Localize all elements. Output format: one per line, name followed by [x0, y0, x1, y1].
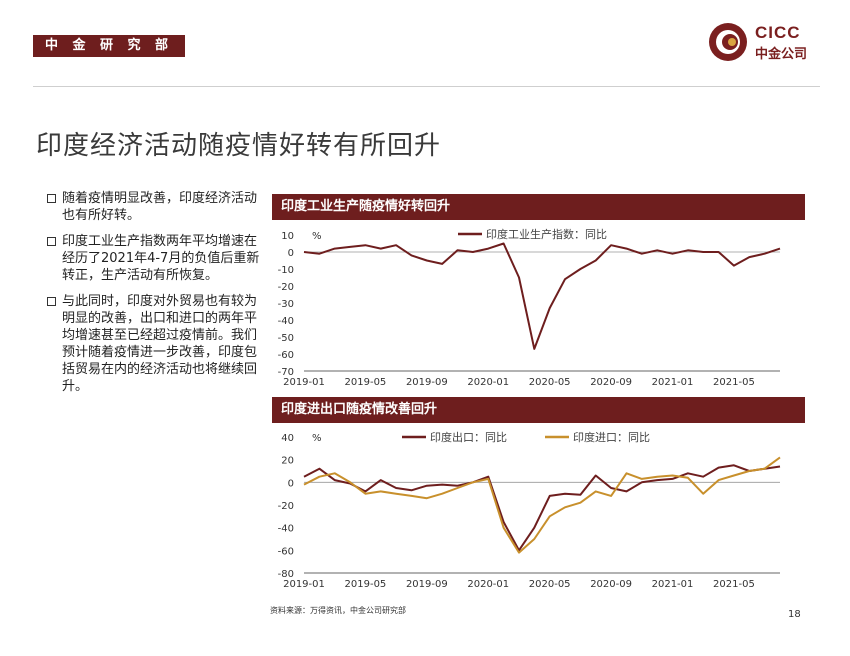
x-tick-label: 2020-05 [529, 579, 571, 590]
unit-label: % [312, 433, 322, 444]
square-bullet-icon [47, 237, 56, 246]
header-divider [33, 86, 820, 87]
source-note: 资料来源：万得资讯，中金公司研究部 [270, 606, 406, 615]
x-tick-label: 2021-05 [713, 579, 755, 590]
x-tick-label: 2021-05 [713, 377, 755, 388]
y-tick-label: 20 [281, 456, 294, 467]
x-tick-label: 2021-01 [652, 377, 694, 388]
x-tick-label: 2020-09 [590, 377, 632, 388]
y-tick-label: -70 [278, 367, 294, 378]
x-tick-label: 2020-01 [467, 377, 509, 388]
y-tick-label: -60 [278, 546, 294, 557]
y-tick-label: 40 [281, 433, 294, 444]
x-tick-label: 2021-01 [652, 579, 694, 590]
square-bullet-icon [47, 297, 56, 306]
series-line-2 [303, 456, 781, 554]
unit-label: % [312, 231, 322, 242]
bullet-text: 随着疫情明显改善，印度经济活动也有所好转。 [62, 191, 258, 223]
y-tick-label: 10 [281, 231, 294, 242]
x-tick-label: 2019-05 [345, 377, 387, 388]
y-tick-label: -80 [278, 569, 294, 580]
bullet-item: 印度工业生产指数两年平均增速在经历了2021年4-7月的负值后重新转正，生产活动… [46, 233, 266, 284]
cicc-logo-icon [709, 23, 747, 61]
series-line-1 [303, 242, 781, 350]
chart-panel-title-trade: 印度进出口随疫情改善回升 [272, 397, 805, 423]
logo-text-en: CICC [755, 23, 801, 42]
y-tick-label: -40 [278, 524, 294, 535]
x-tick-label: 2020-01 [467, 579, 509, 590]
legend-label-1: 印度出口：同比 [430, 430, 507, 444]
page-number: 18 [788, 609, 801, 620]
y-tick-label: 0 [288, 248, 294, 259]
page-title: 印度经济活动随疫情好转有所回升 [36, 131, 442, 161]
y-tick-label: -20 [278, 501, 294, 512]
x-tick-label: 2019-01 [283, 579, 325, 590]
bullet-list: 随着疫情明显改善，印度经济活动也有所好转。 印度工业生产指数两年平均增速在经历了… [46, 190, 266, 404]
bullet-item: 随着疫情明显改善，印度经济活动也有所好转。 [46, 190, 266, 224]
legend-label-1: 印度工业生产指数：同比 [486, 227, 607, 241]
bullet-text: 与此同时，印度对外贸易也有较为明显的改善，出口和进口的两年平均增速甚至已经超过疫… [62, 294, 258, 394]
department-label: 中 金 研 究 部 [33, 35, 185, 57]
chart-panel-title-industrial: 印度工业生产随疫情好转回升 [272, 194, 805, 220]
x-tick-label: 2019-09 [406, 377, 448, 388]
x-tick-label: 2020-09 [590, 579, 632, 590]
x-tick-label: 2020-05 [529, 377, 571, 388]
x-tick-label: 2019-05 [345, 579, 387, 590]
logo-text-cn: 中金公司 [755, 47, 808, 62]
y-tick-label: -10 [278, 265, 294, 276]
y-tick-label: -30 [278, 299, 294, 310]
legend-label-2: 印度进口：同比 [573, 430, 650, 444]
x-tick-label: 2019-09 [406, 579, 448, 590]
y-tick-label: -40 [278, 316, 294, 327]
y-tick-label: 0 [288, 478, 294, 489]
bullet-text: 印度工业生产指数两年平均增速在经历了2021年4-7月的负值后重新转正，生产活动… [62, 234, 260, 283]
y-tick-label: -50 [278, 333, 294, 344]
y-tick-label: -20 [278, 282, 294, 293]
x-tick-label: 2019-01 [283, 377, 325, 388]
cicc-logo: CICC 中金公司 [708, 22, 823, 64]
square-bullet-icon [47, 194, 56, 203]
series-line-1 [303, 464, 781, 552]
y-tick-label: -60 [278, 350, 294, 361]
bullet-item: 与此同时，印度对外贸易也有较为明显的改善，出口和进口的两年平均增速甚至已经超过疫… [46, 293, 266, 395]
